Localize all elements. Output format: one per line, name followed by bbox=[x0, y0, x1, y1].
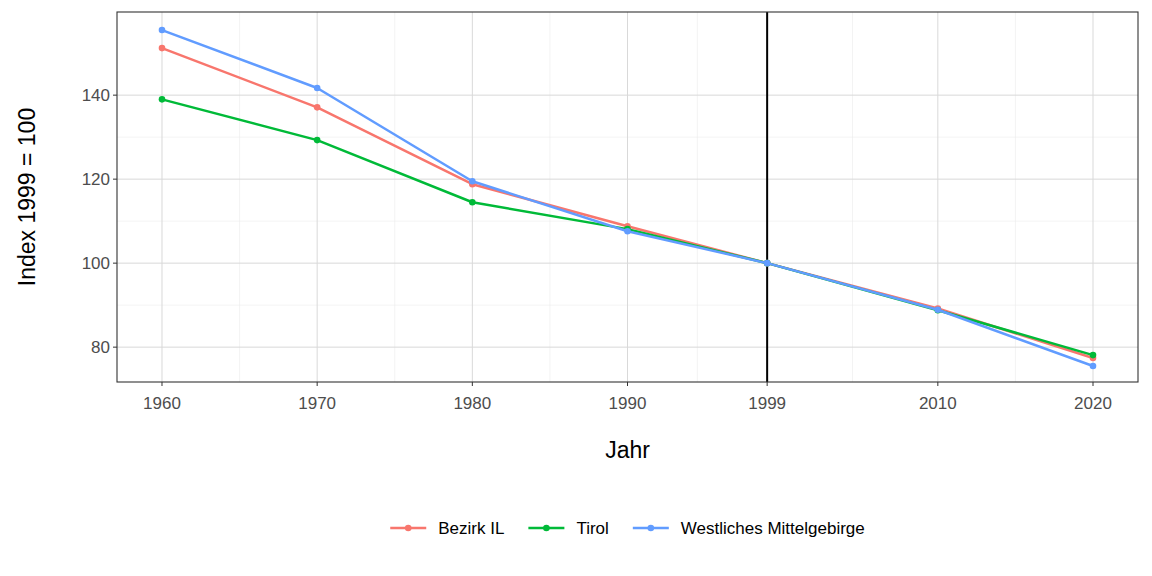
tick-label: 140 bbox=[82, 86, 110, 105]
series-point bbox=[314, 137, 321, 144]
grid-line bbox=[767, 12, 768, 382]
tick bbox=[937, 382, 938, 386]
legend-key-point bbox=[648, 525, 655, 532]
legend-item: Bezirk IL bbox=[390, 519, 504, 538]
reference-line bbox=[766, 12, 768, 382]
minor-grid-line bbox=[394, 12, 395, 382]
tick bbox=[113, 95, 117, 96]
tick bbox=[161, 382, 162, 386]
series-line bbox=[162, 30, 1093, 366]
series-point bbox=[764, 260, 771, 267]
legend-key-point bbox=[543, 525, 550, 532]
series-point bbox=[159, 27, 166, 34]
tick-label: 2010 bbox=[919, 394, 957, 413]
plot-frame bbox=[117, 12, 1138, 382]
series-point bbox=[935, 307, 942, 314]
tick-label: 1970 bbox=[298, 394, 336, 413]
tick bbox=[472, 382, 473, 386]
series-point bbox=[624, 228, 631, 235]
legend-item: Tirol bbox=[528, 519, 608, 538]
data-layer bbox=[159, 12, 1097, 382]
tick-label: 1960 bbox=[143, 394, 181, 413]
tick bbox=[317, 382, 318, 386]
series-point bbox=[469, 178, 476, 185]
grid-line bbox=[1093, 12, 1094, 382]
series-point bbox=[764, 260, 771, 267]
legend-label: Westliches Mittelgebirge bbox=[681, 519, 865, 538]
minor-grid-line bbox=[1015, 12, 1016, 382]
grid-line bbox=[317, 12, 318, 382]
tick bbox=[113, 263, 117, 264]
series-point bbox=[1090, 363, 1097, 370]
grid-line bbox=[161, 12, 162, 382]
plot-background bbox=[117, 12, 1138, 382]
chart: 80 100 120 140 1960 1970 1980 1990 1999 2010 2020 J… bbox=[0, 0, 1152, 576]
minor-grid-line bbox=[697, 12, 698, 382]
axis-title: Jahr bbox=[605, 437, 650, 463]
series-point bbox=[314, 85, 321, 92]
tick-label: 1999 bbox=[748, 394, 786, 413]
legend: Bezirk IL Tirol Westliches Mittelgebirge bbox=[390, 519, 865, 538]
tick bbox=[627, 382, 628, 386]
grid bbox=[117, 12, 1138, 382]
axis-title: Index 1999 = 100 bbox=[14, 108, 40, 286]
tick-label: 100 bbox=[82, 254, 110, 273]
legend-label: Tirol bbox=[576, 519, 608, 538]
series-point bbox=[469, 199, 476, 206]
series-point bbox=[159, 96, 166, 103]
minor-grid-line bbox=[852, 12, 853, 382]
grid-line bbox=[937, 12, 938, 382]
grid-line bbox=[472, 12, 473, 382]
series-point bbox=[935, 306, 942, 313]
legend-label: Bezirk IL bbox=[438, 519, 504, 538]
series-point bbox=[1090, 352, 1097, 359]
legend-item: Westliches Mittelgebirge bbox=[633, 519, 865, 538]
series-line bbox=[162, 99, 1093, 355]
tick-label: 1980 bbox=[453, 394, 491, 413]
tick bbox=[1093, 382, 1094, 386]
minor-grid-line bbox=[239, 12, 240, 382]
series-point bbox=[159, 45, 166, 52]
minor-grid-line bbox=[549, 12, 550, 382]
tick-label: 120 bbox=[82, 170, 110, 189]
legend-key-point bbox=[405, 525, 412, 532]
grid-line bbox=[627, 12, 628, 382]
tick-label: 1990 bbox=[609, 394, 647, 413]
series-point bbox=[314, 104, 321, 111]
tick bbox=[113, 347, 117, 348]
series-line bbox=[162, 48, 1093, 358]
tick-label: 2020 bbox=[1074, 394, 1112, 413]
tick bbox=[113, 179, 117, 180]
tick-label: 80 bbox=[91, 338, 110, 357]
tick bbox=[767, 382, 768, 386]
series-point bbox=[764, 260, 771, 267]
